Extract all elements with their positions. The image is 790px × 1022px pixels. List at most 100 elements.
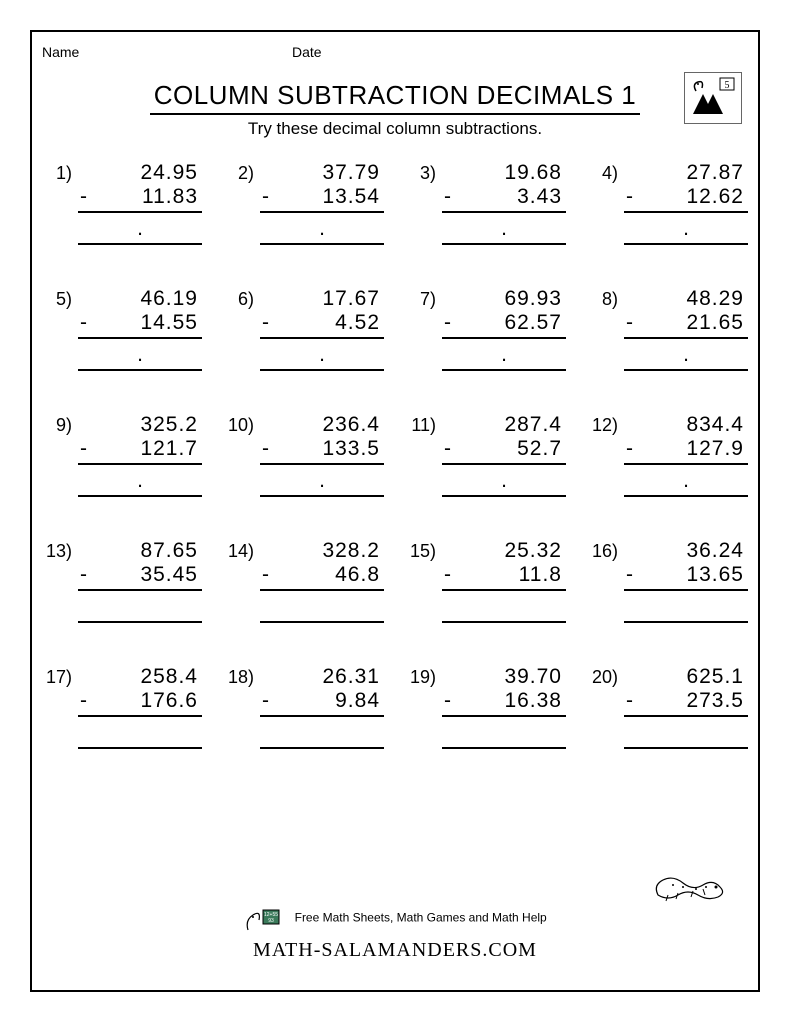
- date-label: Date: [292, 44, 322, 60]
- svg-text:93: 93: [268, 918, 274, 924]
- answer-line: .: [260, 343, 384, 371]
- problem-number: 11): [406, 413, 442, 497]
- subtrahend: -11.8: [442, 563, 566, 591]
- problem-body: 48.29-21.65.: [624, 287, 748, 371]
- minuend: 325.2: [78, 413, 202, 437]
- answer-line: .: [442, 469, 566, 497]
- answer-line: [624, 721, 748, 749]
- minuend: 19.68: [442, 161, 566, 185]
- problem: 4)27.87-12.62.: [588, 161, 748, 245]
- problem-number: 9): [42, 413, 78, 497]
- problem: 3)19.68-3.43.: [406, 161, 566, 245]
- problem-body: 25.32-11.8: [442, 539, 566, 623]
- minuend: 26.31: [260, 665, 384, 689]
- problem-number: 12): [588, 413, 624, 497]
- problem-number: 8): [588, 287, 624, 371]
- problem-body: 287.4-52.7.: [442, 413, 566, 497]
- problem: 11)287.4-52.7.: [406, 413, 566, 497]
- footer-site: MATH-SALAMANDERS.COM: [42, 939, 748, 962]
- problem-body: 834.4-127.9.: [624, 413, 748, 497]
- problem: 19)39.70-16.38: [406, 665, 566, 749]
- worksheet-content: Name Date 5 COLUMN SUBTRACTION DECIMALS …: [42, 42, 748, 980]
- minuend: 36.24: [624, 539, 748, 563]
- problem-number: 3): [406, 161, 442, 245]
- problem-body: 69.93-62.57.: [442, 287, 566, 371]
- problem-row: 1)24.95-11.83.2)37.79-13.54.3)19.68-3.43…: [42, 161, 748, 245]
- problem-number: 15): [406, 539, 442, 623]
- subtrahend: -14.55: [78, 311, 202, 339]
- problem-number: 20): [588, 665, 624, 749]
- answer-line: [260, 721, 384, 749]
- title-block: COLUMN SUBTRACTION DECIMALS 1 Try these …: [42, 80, 748, 139]
- problem-body: 236.4-133.5.: [260, 413, 384, 497]
- worksheet-subtitle: Try these decimal column subtractions.: [42, 119, 748, 139]
- problem-row: 5)46.19-14.55.6)17.67-4.52.7)69.93-62.57…: [42, 287, 748, 371]
- answer-line: [442, 595, 566, 623]
- minuend: 258.4: [78, 665, 202, 689]
- answer-line: [442, 721, 566, 749]
- worksheet-title: COLUMN SUBTRACTION DECIMALS 1: [150, 80, 641, 115]
- problem-number: 5): [42, 287, 78, 371]
- problem-body: 46.19-14.55.: [78, 287, 202, 371]
- problem: 17)258.4-176.6: [42, 665, 202, 749]
- problem-row: 9)325.2-121.7. 10)236.4-133.5. 11)287.4-52…: [42, 413, 748, 497]
- minuend: 69.93: [442, 287, 566, 311]
- subtrahend: -21.65: [624, 311, 748, 339]
- footer: 12+55 93 Free Math Sheets, Math Games an…: [42, 900, 748, 962]
- problem-number: 7): [406, 287, 442, 371]
- minuend: 328.2: [260, 539, 384, 563]
- problem: 7)69.93-62.57.: [406, 287, 566, 371]
- answer-line: .: [442, 343, 566, 371]
- problem: 1)24.95-11.83.: [42, 161, 202, 245]
- minuend: 46.19: [78, 287, 202, 311]
- problem-number: 6): [224, 287, 260, 371]
- problem-number: 17): [42, 665, 78, 749]
- problem-body: 26.31-9.84: [260, 665, 384, 749]
- answer-line: [624, 595, 748, 623]
- answer-line: [260, 595, 384, 623]
- answer-line: [78, 721, 202, 749]
- subtrahend: -12.62: [624, 185, 748, 213]
- problem-number: 10): [224, 413, 260, 497]
- problem-number: 16): [588, 539, 624, 623]
- problem: 2)37.79-13.54.: [224, 161, 384, 245]
- answer-line: .: [78, 217, 202, 245]
- minuend: 87.65: [78, 539, 202, 563]
- answer-line: .: [624, 343, 748, 371]
- minuend: 24.95: [78, 161, 202, 185]
- subtrahend: -13.65: [624, 563, 748, 591]
- minuend: 48.29: [624, 287, 748, 311]
- problem-row: 17)258.4-176.618)26.31-9.8419)39.70-16.3…: [42, 665, 748, 749]
- problem-number: 1): [42, 161, 78, 245]
- subtrahend: -127.9: [624, 437, 748, 465]
- minuend: 25.32: [442, 539, 566, 563]
- answer-line: .: [260, 217, 384, 245]
- subtrahend: -46.8: [260, 563, 384, 591]
- problem-body: 328.2-46.8: [260, 539, 384, 623]
- problem-row: 13)87.65-35.45 14)328.2-46.8 15)25.32-11.8…: [42, 539, 748, 623]
- problems-grid: 1)24.95-11.83.2)37.79-13.54.3)19.68-3.43…: [42, 161, 748, 749]
- footer-logo-icon: 12+55 93: [243, 900, 283, 937]
- header-row: Name Date: [42, 44, 748, 60]
- name-label: Name: [42, 44, 292, 60]
- subtrahend: -9.84: [260, 689, 384, 717]
- problem-body: 37.79-13.54.: [260, 161, 384, 245]
- problem: 8)48.29-21.65.: [588, 287, 748, 371]
- problem: 12)834.4-127.9.: [588, 413, 748, 497]
- problem: 14)328.2-46.8: [224, 539, 384, 623]
- subtrahend: -11.83: [78, 185, 202, 213]
- subtrahend: -35.45: [78, 563, 202, 591]
- problem: 15)25.32-11.8: [406, 539, 566, 623]
- problem-body: 27.87-12.62.: [624, 161, 748, 245]
- subtrahend: -273.5: [624, 689, 748, 717]
- problem-number: 13): [42, 539, 78, 623]
- problem-number: 4): [588, 161, 624, 245]
- answer-line: .: [78, 469, 202, 497]
- minuend: 39.70: [442, 665, 566, 689]
- subtrahend: -176.6: [78, 689, 202, 717]
- problem-number: 14): [224, 539, 260, 623]
- minuend: 834.4: [624, 413, 748, 437]
- problem: 9)325.2-121.7.: [42, 413, 202, 497]
- minuend: 287.4: [442, 413, 566, 437]
- problem: 6)17.67-4.52.: [224, 287, 384, 371]
